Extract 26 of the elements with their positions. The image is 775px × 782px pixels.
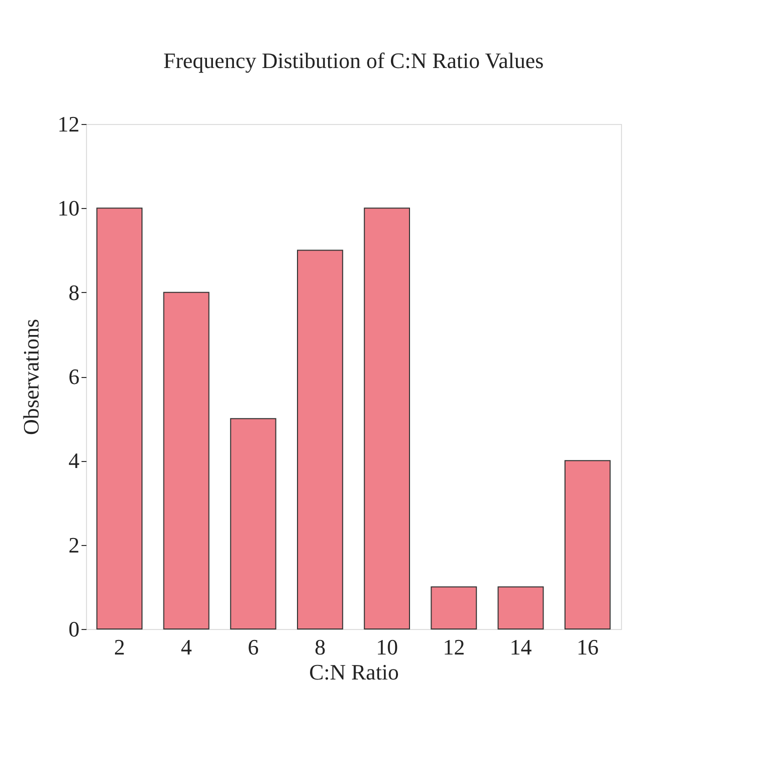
bar — [564, 460, 611, 630]
bar — [230, 418, 276, 630]
bar — [296, 250, 344, 630]
x-axis-title: C:N Ratio — [309, 660, 399, 684]
y-tick-label: 10 — [58, 196, 80, 221]
x-tick-label: 14 — [510, 634, 532, 660]
x-tick-label: 4 — [180, 634, 192, 660]
x-tick-label: 6 — [248, 634, 259, 660]
y-tick-label: 8 — [68, 280, 80, 305]
x-tick-label: 8 — [314, 634, 326, 660]
chart-title: Frequency Distibution of C:N Ratio Values — [163, 48, 544, 73]
x-tick-label: 2 — [114, 634, 125, 660]
x-tick-label: 12 — [442, 634, 465, 660]
bar — [498, 586, 544, 630]
y-tick-label: 0 — [68, 616, 80, 642]
bar — [163, 292, 210, 630]
y-tick-label: 6 — [68, 364, 80, 389]
x-tick-label: 16 — [576, 634, 599, 660]
bar — [96, 208, 143, 630]
x-tick-label: 10 — [376, 634, 398, 660]
y-tick-label: 2 — [68, 532, 80, 558]
y-tick-label: 12 — [58, 112, 80, 136]
bar — [364, 208, 410, 630]
bar — [430, 586, 477, 630]
y-tick-label: 4 — [68, 448, 80, 474]
y-axis-title: Observations — [18, 318, 44, 436]
